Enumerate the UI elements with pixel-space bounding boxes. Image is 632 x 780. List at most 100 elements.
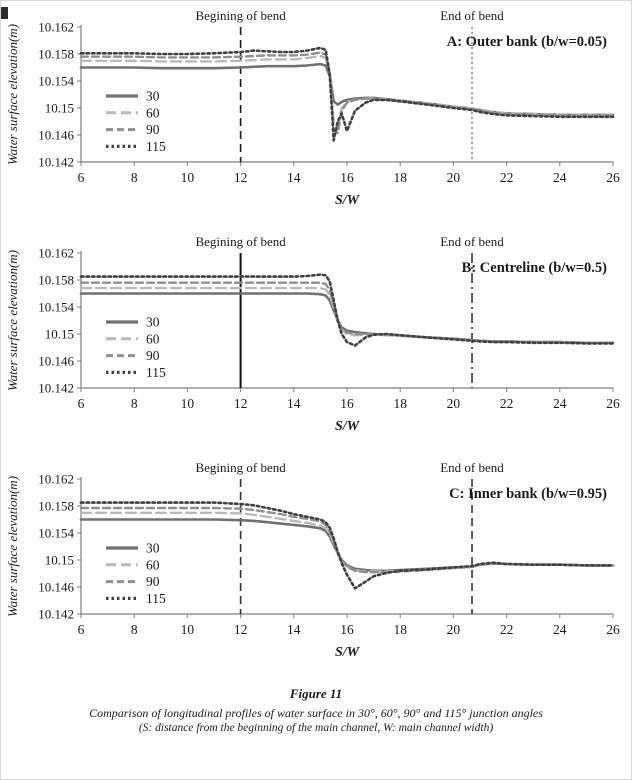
legend-label-90: 90 bbox=[146, 574, 160, 589]
y-tick-label: 10.15 bbox=[45, 101, 74, 116]
x-tick-label: 20 bbox=[447, 622, 461, 637]
x-tick-label: 6 bbox=[78, 170, 85, 185]
chart-panel-c: 10.142 10.146 10.15 10.154 10.158 10.162 6 8 10 1… bbox=[1, 459, 631, 664]
legend-label-115: 115 bbox=[146, 591, 166, 606]
y-tick-label: 10.162 bbox=[38, 246, 74, 261]
series-line-60 bbox=[79, 286, 615, 345]
series-line-90 bbox=[79, 51, 615, 135]
x-tick-label: 16 bbox=[340, 622, 354, 637]
chart-svg-centreline: 10.142 10.146 10.15 10.154 10.158 10.162 6 8 10 1… bbox=[5, 234, 620, 434]
x-tick-label: 22 bbox=[500, 170, 514, 185]
y-tick-label: 10.142 bbox=[38, 381, 74, 396]
x-tick-label: 20 bbox=[447, 396, 461, 411]
bend-label: Begining of bend bbox=[195, 460, 286, 475]
y-tick-label: 10.158 bbox=[38, 273, 74, 288]
series-line-90 bbox=[79, 506, 615, 574]
legend-label-30: 30 bbox=[146, 315, 160, 330]
x-tick-label: 8 bbox=[131, 170, 138, 185]
y-tick-label: 10.15 bbox=[45, 327, 74, 342]
bend-label: End of bend bbox=[440, 8, 504, 23]
legend-label-90: 90 bbox=[146, 348, 160, 363]
caption-line2: (S: distance from the beginning of the m… bbox=[138, 721, 494, 734]
x-tick-label: 26 bbox=[606, 622, 620, 637]
x-tick-label: 24 bbox=[553, 396, 567, 411]
x-axis-title: S/W bbox=[335, 645, 361, 660]
caption-title: Figure 11 bbox=[289, 686, 343, 701]
series-line-115 bbox=[79, 273, 615, 347]
x-tick-label: 18 bbox=[393, 170, 407, 185]
scan-artifact bbox=[1, 7, 8, 19]
legend-label-30: 30 bbox=[146, 541, 160, 556]
x-axis-title: S/W bbox=[335, 419, 361, 434]
x-axis-title: S/W bbox=[335, 193, 361, 208]
x-tick-label: 26 bbox=[606, 396, 620, 411]
y-tick-label: 10.146 bbox=[38, 354, 74, 369]
legend-label-60: 60 bbox=[146, 557, 160, 572]
chart-svg-outer-bank: 10.142 10.146 10.15 10.154 10.158 10.162 6 8 10 1… bbox=[5, 8, 620, 208]
x-tick-label: 16 bbox=[340, 396, 354, 411]
x-tick-label: 10 bbox=[181, 622, 195, 637]
x-tick-label: 14 bbox=[287, 622, 301, 637]
x-tick-label: 14 bbox=[287, 170, 301, 185]
legend-label-115: 115 bbox=[146, 139, 166, 154]
bend-label: End of bend bbox=[440, 460, 504, 475]
x-tick-label: 10 bbox=[181, 396, 195, 411]
series-line-30 bbox=[79, 518, 615, 573]
legend-label-60: 60 bbox=[146, 105, 160, 120]
caption-line1: Comparison of longitudinal profiles of w… bbox=[89, 705, 543, 720]
y-tick-label: 10.146 bbox=[38, 580, 74, 595]
panel-label: B: Centreline (b/w=0.5) bbox=[462, 260, 607, 276]
chart-panel-a: 10.142 10.146 10.15 10.154 10.158 10.162 6 8 10 1… bbox=[1, 7, 631, 212]
y-tick-label: 10.154 bbox=[38, 526, 74, 541]
panel-label: C: Inner bank (b/w=0.95) bbox=[449, 486, 607, 502]
legend-label-60: 60 bbox=[146, 331, 160, 346]
y-tick-label: 10.142 bbox=[38, 155, 74, 170]
panel-label: A: Outer bank (b/w=0.05) bbox=[447, 34, 607, 50]
series-line-115 bbox=[79, 501, 615, 590]
x-tick-label: 22 bbox=[500, 622, 514, 637]
x-tick-label: 24 bbox=[553, 622, 567, 637]
x-tick-label: 26 bbox=[606, 170, 620, 185]
y-tick-label: 10.162 bbox=[38, 472, 74, 487]
y-tick-label: 10.154 bbox=[38, 74, 74, 89]
x-tick-label: 18 bbox=[393, 396, 407, 411]
x-tick-label: 8 bbox=[131, 622, 138, 637]
y-tick-label: 10.15 bbox=[45, 553, 74, 568]
legend-label-115: 115 bbox=[146, 365, 166, 380]
x-tick-label: 12 bbox=[234, 622, 248, 637]
legend-label-90: 90 bbox=[146, 122, 160, 137]
series-line-30 bbox=[79, 62, 615, 117]
x-tick-label: 18 bbox=[393, 622, 407, 637]
x-tick-label: 12 bbox=[234, 170, 248, 185]
figure-caption: Figure 11 Comparison of longitudinal pro… bbox=[1, 685, 631, 736]
chart-svg-inner-bank: 10.142 10.146 10.15 10.154 10.158 10.162 6 8 10 1… bbox=[5, 460, 620, 660]
y-tick-label: 10.146 bbox=[38, 128, 74, 143]
y-tick-label: 10.158 bbox=[38, 499, 74, 514]
x-tick-label: 10 bbox=[181, 170, 195, 185]
x-tick-label: 8 bbox=[131, 396, 138, 411]
y-tick-label: 10.142 bbox=[38, 607, 74, 622]
x-tick-label: 6 bbox=[78, 622, 85, 637]
x-tick-label: 14 bbox=[287, 396, 301, 411]
x-tick-label: 6 bbox=[78, 396, 85, 411]
series-line-115 bbox=[79, 46, 615, 142]
series-line-60 bbox=[79, 511, 615, 573]
y-axis-title: Water surface elevation(m) bbox=[5, 250, 20, 391]
x-tick-label: 12 bbox=[234, 396, 248, 411]
series-line-30 bbox=[79, 292, 615, 345]
x-tick-label: 22 bbox=[500, 396, 514, 411]
y-tick-label: 10.154 bbox=[38, 300, 74, 315]
bend-label: End of bend bbox=[440, 234, 504, 249]
y-axis-title: Water surface elevation(m) bbox=[5, 476, 20, 617]
legend-label-30: 30 bbox=[146, 89, 160, 104]
series-line-90 bbox=[79, 281, 615, 345]
chart-panel-b: 10.142 10.146 10.15 10.154 10.158 10.162 6 8 10 1… bbox=[1, 233, 631, 438]
x-tick-label: 20 bbox=[447, 170, 461, 185]
y-tick-label: 10.158 bbox=[38, 47, 74, 62]
x-tick-label: 24 bbox=[553, 170, 567, 185]
bend-label: Begining of bend bbox=[195, 8, 286, 23]
y-tick-label: 10.162 bbox=[38, 20, 74, 35]
y-axis-title: Water surface elevation(m) bbox=[5, 24, 20, 165]
bend-label: Begining of bend bbox=[195, 234, 286, 249]
